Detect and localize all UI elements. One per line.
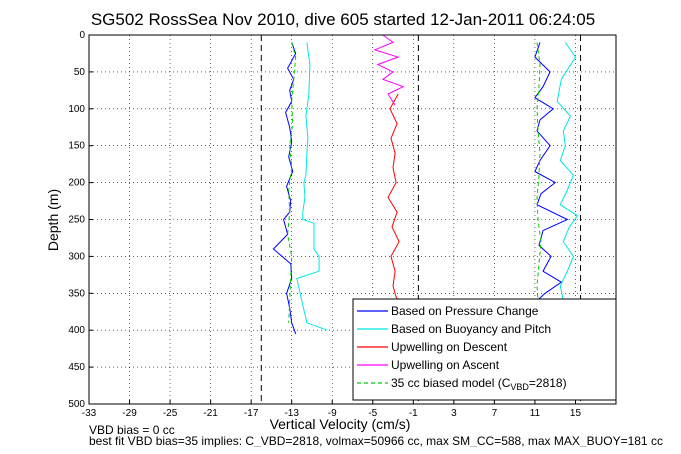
legend-label-descent: Upwelling on Descent: [391, 340, 508, 354]
series-line-3: [373, 34, 405, 106]
y-tick-label: 500: [68, 399, 85, 410]
x-tick-label: 11: [530, 408, 541, 419]
legend-label-model: 35 cc biased model (CVBD=2818): [391, 376, 567, 392]
x-tick-label: -21: [203, 408, 218, 419]
y-tick-label: 200: [68, 178, 85, 189]
y-tick-label: 50: [74, 67, 86, 78]
best-fit-note: best fit VBD bias=35 implies: C_VBD=2818…: [89, 435, 663, 447]
legend: Based on Pressure Change Based on Buoyan…: [352, 298, 617, 401]
chart-title: SG502 RossSea Nov 2010, dive 605 started…: [91, 10, 595, 29]
series-line-2: [387, 93, 402, 305]
y-tick-label: 250: [68, 215, 85, 226]
x-tick-label: -5: [368, 408, 377, 419]
x-tick-label: 15: [570, 408, 582, 419]
series-line-1: [296, 42, 328, 331]
y-axis-ticks: 0 50 100 150 200 250 300 350 400 450 500: [68, 30, 93, 410]
series-line-1: [556, 42, 579, 301]
x-axis-ticks: -33 -29 -25 -21 -17 -13 -9 -5 -1 3 7 11 15: [82, 400, 582, 419]
legend-label-buoyancy: Based on Buoyancy and Pitch: [391, 322, 551, 336]
series-line-0: [534, 42, 569, 305]
x-tick-label: -33: [82, 408, 97, 419]
x-tick-label: -17: [244, 408, 259, 419]
y-tick-label: 450: [68, 362, 85, 373]
y-tick-label: 400: [68, 325, 85, 336]
x-tick-label: 7: [492, 408, 498, 419]
x-tick-label: -29: [122, 408, 137, 419]
x-axis-label: Vertical Velocity (cm/s): [270, 416, 411, 432]
x-tick-label: -9: [328, 408, 337, 419]
y-tick-label: 350: [68, 288, 85, 299]
legend-label-ascent: Upwelling on Ascent: [391, 358, 500, 372]
series-line-4: [287, 42, 297, 323]
data-series: [272, 34, 579, 335]
grid-lines: [88, 34, 616, 405]
x-tick-label: -1: [409, 408, 418, 419]
y-tick-label: 300: [68, 251, 85, 262]
vbd-bias-note: VBD bias = 0 cc: [89, 423, 175, 437]
legend-label-model-main: 35 cc biased model (C: [391, 376, 511, 390]
legend-box: [352, 298, 617, 401]
x-tick-label: -25: [163, 408, 178, 419]
legend-label-pressure: Based on Pressure Change: [391, 304, 539, 318]
x-tick-label: -13: [284, 408, 299, 419]
y-tick-label: 150: [68, 141, 85, 152]
series-line-0: [272, 42, 297, 335]
y-axis-label: Depth (m): [45, 189, 61, 251]
y-tick-label: 0: [79, 30, 85, 41]
y-tick-label: 100: [68, 104, 85, 115]
series-line-4: [536, 42, 542, 301]
x-tick-label: 3: [451, 408, 457, 419]
reference-lines: [260, 35, 582, 404]
legend-label-model-sub: VBD: [510, 382, 529, 392]
legend-label-model-suffix: =2818): [529, 376, 567, 390]
